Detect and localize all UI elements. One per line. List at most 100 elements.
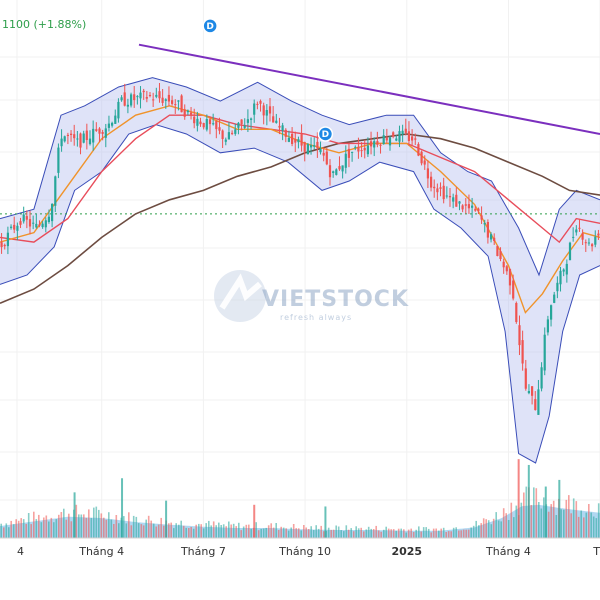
volume-bar	[33, 511, 35, 538]
volume-bar	[100, 513, 103, 538]
candle-body	[512, 280, 515, 299]
candle-body	[82, 133, 85, 143]
candle-body	[41, 223, 44, 228]
volume-bar	[95, 506, 98, 538]
volume-bar	[317, 528, 320, 538]
x-tick-label: Tháng 7	[180, 545, 226, 558]
volume-bar	[88, 509, 90, 538]
volume-bar	[515, 505, 518, 538]
volume-bar	[480, 523, 482, 538]
candle-body	[152, 99, 155, 101]
volume-bar	[220, 525, 222, 538]
volume-bar	[367, 526, 370, 538]
volume-bar	[465, 529, 467, 538]
candle-body	[22, 214, 25, 222]
volume-bar	[510, 502, 513, 538]
candle-body	[584, 242, 587, 244]
candle-body	[556, 282, 559, 292]
candle-body	[335, 169, 338, 175]
candle-body	[360, 150, 363, 152]
candle-body	[164, 99, 167, 101]
candle-body	[183, 109, 186, 117]
watermark-logo-icon	[214, 270, 266, 322]
candle-body	[376, 141, 379, 145]
volume-bar	[85, 517, 88, 538]
volume-bar	[343, 531, 345, 538]
volume-bar	[565, 499, 568, 538]
candle-body	[471, 205, 474, 208]
volume-bar	[455, 527, 457, 538]
volume-bar	[572, 498, 575, 538]
candle-body	[395, 138, 398, 141]
trend-line[interactable]	[138, 43, 600, 135]
candle-body	[16, 225, 19, 231]
candle-body	[73, 134, 76, 139]
x-tick-label: T	[592, 545, 600, 558]
volume-bar	[260, 528, 262, 538]
volume-bar	[575, 501, 578, 538]
volume-bar	[470, 527, 472, 538]
volume-bar	[592, 516, 595, 538]
volume-bar	[570, 513, 572, 538]
candle-body	[306, 144, 309, 155]
candle-body	[363, 147, 366, 151]
volume-bar	[22, 519, 25, 538]
candle-body	[591, 244, 594, 247]
volume-bar	[597, 503, 600, 538]
candle-body	[287, 137, 290, 142]
volume-bar	[403, 529, 405, 538]
volume-bar	[432, 528, 435, 538]
candle-body	[98, 128, 101, 134]
volume-bar	[265, 527, 267, 538]
volume-bar	[83, 514, 85, 538]
volume-bar	[412, 532, 415, 538]
candle-body	[294, 139, 297, 143]
candle-body	[379, 144, 382, 146]
volume-bar	[147, 515, 150, 538]
volume-bar	[255, 522, 257, 538]
volume-bar	[375, 525, 377, 538]
volume-bar	[550, 504, 552, 538]
candlesticks[interactable]	[0, 82, 600, 415]
candle-body	[101, 132, 104, 134]
candle-body	[205, 119, 208, 130]
volume-bar	[525, 486, 528, 538]
candle-body	[199, 121, 202, 125]
candle-body	[452, 197, 455, 202]
volume-bar	[152, 523, 155, 538]
candle-body	[278, 125, 281, 128]
event-markers[interactable]: DD	[202, 18, 334, 142]
volume-bar	[173, 528, 175, 538]
volume-bar	[182, 525, 185, 538]
volume-bar	[492, 518, 495, 538]
volume-bar	[68, 513, 70, 538]
volume-bar	[540, 508, 543, 538]
volume-bar	[397, 528, 400, 538]
volume-bar	[310, 526, 312, 538]
volume-bar	[320, 525, 322, 538]
candle-body	[565, 263, 568, 275]
candle-body	[60, 138, 63, 147]
volume-bar	[555, 515, 558, 538]
candle-body	[467, 204, 470, 209]
volume-bar	[5, 523, 8, 538]
volume-bar	[270, 523, 272, 538]
volume-bar	[198, 523, 200, 538]
ma-short-line	[0, 105, 600, 314]
volume-bar	[45, 515, 48, 538]
candle-body	[366, 145, 369, 155]
candle-body	[111, 122, 114, 126]
volume-bar	[460, 530, 462, 538]
candle-body	[540, 367, 543, 389]
volume-bar	[235, 526, 237, 538]
volume-bar	[392, 529, 395, 538]
volume-bar	[142, 525, 145, 538]
dividend-marker-icon	[317, 126, 334, 142]
candle-body	[180, 95, 183, 113]
volume-bar	[157, 524, 160, 538]
candle-body	[142, 90, 145, 93]
candle-body	[79, 133, 82, 148]
candle-body	[25, 216, 28, 220]
candle-body	[341, 165, 344, 172]
